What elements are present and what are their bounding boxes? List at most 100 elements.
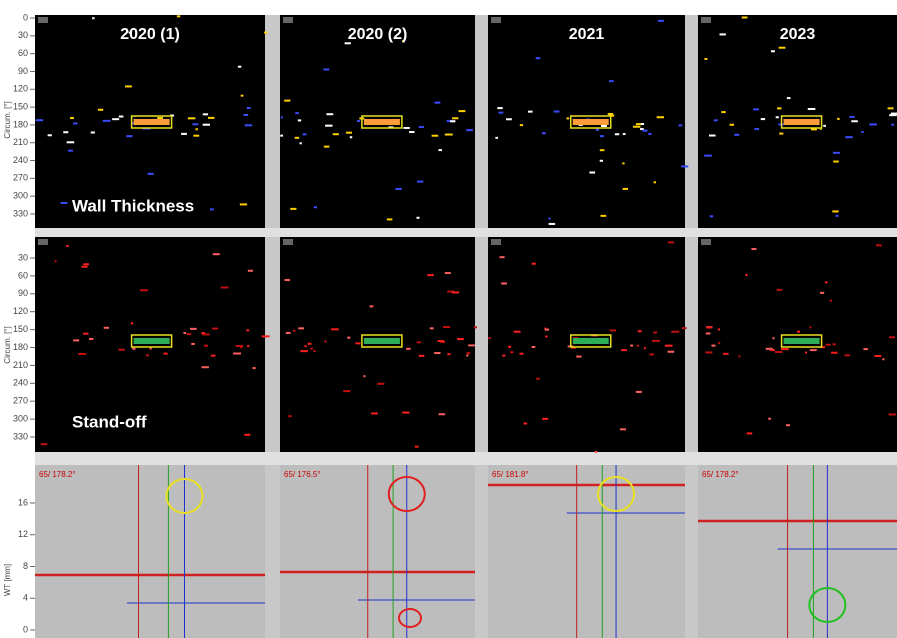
indication [190, 328, 197, 330]
indication [596, 129, 599, 131]
indication [48, 134, 52, 136]
indication [247, 107, 251, 109]
indication [882, 358, 884, 360]
indication [781, 348, 789, 350]
y-tick-label: 120 [13, 84, 28, 94]
indication [241, 95, 244, 97]
indication [833, 152, 840, 154]
panel-tag [701, 239, 711, 245]
indication [203, 124, 210, 126]
indication [246, 329, 249, 331]
indication [308, 343, 312, 345]
indication [506, 118, 512, 120]
indication [63, 131, 68, 133]
indication [734, 134, 739, 136]
indication [721, 111, 725, 113]
axis-label: Circum. [°] [3, 326, 12, 363]
indication [523, 423, 527, 425]
indication [851, 120, 857, 122]
indication [73, 122, 77, 124]
indication [623, 133, 626, 135]
profile-panel [280, 465, 475, 638]
indication [649, 353, 654, 355]
indication [837, 118, 840, 120]
indication [240, 203, 247, 205]
y-tick-label: 30 [18, 30, 28, 40]
indication [545, 336, 547, 338]
indication [443, 326, 450, 328]
indication [719, 33, 725, 35]
panel-tag [283, 239, 293, 245]
y-tick-label: 150 [13, 324, 28, 334]
indication [432, 135, 439, 137]
indication [314, 206, 317, 208]
indication [520, 124, 523, 126]
indication [548, 218, 550, 220]
indication [488, 337, 491, 339]
indication [403, 127, 409, 129]
indication [83, 263, 89, 265]
indication [536, 57, 541, 59]
indication [787, 97, 791, 99]
indication [723, 353, 728, 355]
indication [501, 282, 507, 284]
indication [355, 342, 360, 344]
indication [298, 119, 301, 121]
indication [498, 112, 503, 114]
indication [146, 354, 149, 356]
separator [685, 15, 698, 638]
indication [658, 20, 664, 22]
indication [371, 412, 378, 414]
indication [112, 118, 119, 120]
indication [845, 354, 850, 356]
indication [466, 354, 468, 356]
indication [786, 424, 790, 426]
y-tick-label: 30 [18, 252, 28, 262]
y-tick-label: 240 [13, 378, 28, 388]
indication [601, 125, 607, 127]
indication [439, 149, 442, 151]
indication [622, 162, 624, 164]
indication [641, 123, 644, 125]
y-tick-label: 180 [13, 342, 28, 352]
indication [657, 116, 664, 118]
y-tick-label: 90 [18, 288, 28, 298]
indication [704, 155, 712, 157]
indication [668, 351, 675, 353]
indication [849, 116, 854, 118]
indication [595, 451, 598, 453]
y-tick-label: 270 [13, 173, 28, 183]
indication [761, 118, 765, 120]
indication [876, 244, 882, 246]
indication [300, 142, 302, 144]
indication [519, 353, 523, 355]
panel-tag [38, 239, 48, 245]
indication [682, 327, 687, 329]
indication [514, 331, 521, 333]
panel-tag [491, 17, 501, 23]
indication [833, 343, 836, 345]
panel-tag [491, 239, 501, 245]
indication [290, 208, 296, 210]
y-tick-label: 330 [13, 208, 28, 218]
cursor-label: 65/ 181.8° [492, 470, 529, 479]
indication [104, 327, 109, 329]
indication [889, 413, 896, 415]
indication [467, 352, 471, 354]
indication [869, 123, 876, 125]
indication [363, 375, 365, 377]
indication [874, 355, 881, 357]
profile-panel [35, 465, 265, 638]
indication [191, 343, 195, 345]
indication [710, 215, 713, 217]
indication [364, 119, 400, 125]
indication [652, 340, 660, 342]
indication [861, 131, 863, 133]
panel-tag [38, 17, 48, 23]
indication [459, 110, 466, 112]
indication [350, 136, 352, 138]
indication [779, 133, 783, 135]
indication [203, 113, 208, 115]
indication [681, 165, 688, 167]
y-tick-label: 150 [13, 101, 28, 111]
